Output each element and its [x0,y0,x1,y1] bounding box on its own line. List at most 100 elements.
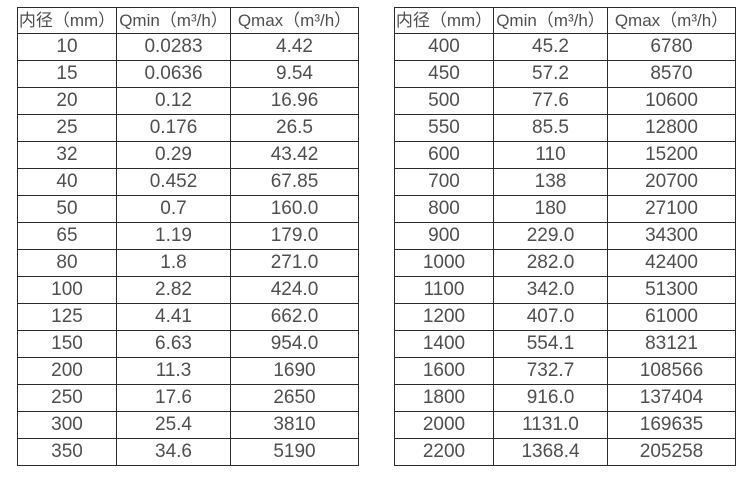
cell-qmax: 34300 [607,222,736,250]
cell-qmin: 342.0 [493,276,608,304]
table-row: 15 0.0636 9.54 [17,60,359,88]
cell-qmax: 424.0 [230,276,359,304]
cell-diameter: 50 [17,195,117,223]
cell-qmin: 45.2 [493,33,608,61]
cell-qmax: 137404 [607,384,736,412]
table-row: 900 229.0 34300 [394,222,736,250]
cell-qmin: 4.41 [116,303,231,331]
cell-diameter: 1100 [394,276,494,304]
cell-qmin: 0.176 [116,114,231,142]
cell-qmin: 554.1 [493,330,608,358]
table-row: 40 0.452 67.85 [17,168,359,196]
cell-qmax: 271.0 [230,249,359,277]
cell-qmin: 11.3 [116,357,231,385]
cell-qmin: 1.8 [116,249,231,277]
cell-diameter: 200 [17,357,117,385]
cell-qmax: 10600 [607,87,736,115]
cell-qmax: 5190 [230,438,359,466]
table-row: 250 17.6 2650 [17,384,359,412]
cell-diameter: 25 [17,114,117,142]
cell-qmax: 12800 [607,114,736,142]
cell-qmax: 205258 [607,438,736,466]
cell-qmax: 160.0 [230,195,359,223]
col-header-qmax: Qmax（m³/h） [607,7,736,34]
cell-qmin: 0.7 [116,195,231,223]
col-header-diameter: 内径（mm） [17,7,117,34]
cell-diameter: 1400 [394,330,494,358]
cell-qmax: 4.42 [230,33,359,61]
cell-diameter: 125 [17,303,117,331]
cell-qmax: 954.0 [230,330,359,358]
cell-diameter: 100 [17,276,117,304]
table-row: 125 4.41 662.0 [17,303,359,331]
cell-qmax: 67.85 [230,168,359,196]
cell-qmax: 2650 [230,384,359,412]
cell-qmax: 179.0 [230,222,359,250]
cell-diameter: 300 [17,411,117,439]
table-header: 内径（mm） Qmin（m³/h） Qmax（m³/h） [394,7,736,34]
table-row: 300 25.4 3810 [17,411,359,439]
col-header-qmax: Qmax（m³/h） [230,7,359,34]
cell-qmin: 229.0 [493,222,608,250]
cell-diameter: 900 [394,222,494,250]
cell-qmin: 85.5 [493,114,608,142]
cell-qmin: 25.4 [116,411,231,439]
table-row: 25 0.176 26.5 [17,114,359,142]
cell-diameter: 350 [17,438,117,466]
cell-qmax: 27100 [607,195,736,223]
header-row: 内径（mm） Qmin（m³/h） Qmax（m³/h） [394,7,736,34]
table-row: 600 110 15200 [394,141,736,169]
cell-qmin: 0.452 [116,168,231,196]
cell-qmax: 169635 [607,411,736,439]
cell-diameter: 32 [17,141,117,169]
cell-diameter: 15 [17,60,117,88]
table-row: 65 1.19 179.0 [17,222,359,250]
table-row: 10 0.0283 4.42 [17,33,359,61]
cell-qmin: 34.6 [116,438,231,466]
cell-diameter: 65 [17,222,117,250]
cell-diameter: 450 [394,60,494,88]
cell-qmax: 6780 [607,33,736,61]
cell-qmax: 9.54 [230,60,359,88]
cell-qmin: 0.12 [116,87,231,115]
cell-diameter: 80 [17,249,117,277]
cell-qmax: 61000 [607,303,736,331]
cell-qmin: 1.19 [116,222,231,250]
cell-diameter: 150 [17,330,117,358]
cell-qmin: 282.0 [493,249,608,277]
cell-qmin: 57.2 [493,60,608,88]
cell-diameter: 2000 [394,411,494,439]
cell-diameter: 1200 [394,303,494,331]
cell-qmin: 732.7 [493,357,608,385]
cell-qmin: 6.63 [116,330,231,358]
cell-qmax: 1690 [230,357,359,385]
table-row: 2000 1131.0 169635 [394,411,736,439]
cell-diameter: 1800 [394,384,494,412]
table-row: 1800 916.0 137404 [394,384,736,412]
cell-diameter: 600 [394,141,494,169]
cell-diameter: 2200 [394,438,494,466]
cell-qmin: 110 [493,141,608,169]
cell-qmin: 407.0 [493,303,608,331]
table-row: 1200 407.0 61000 [394,303,736,331]
table-row: 500 77.6 10600 [394,87,736,115]
col-header-qmin: Qmin（m³/h） [116,7,231,34]
cell-diameter: 700 [394,168,494,196]
flow-table-large-diameters: 内径（mm） Qmin（m³/h） Qmax（m³/h） 400 45.2 6780… [394,7,736,466]
table-row: 800 180 27100 [394,195,736,223]
cell-qmax: 26.5 [230,114,359,142]
col-header-diameter: 内径（mm） [394,7,494,34]
cell-qmin: 1368.4 [493,438,608,466]
table-row: 1600 732.7 108566 [394,357,736,385]
cell-diameter: 1000 [394,249,494,277]
cell-qmax: 51300 [607,276,736,304]
cell-qmin: 138 [493,168,608,196]
table-row: 2200 1368.4 205258 [394,438,736,466]
cell-qmax: 16.96 [230,87,359,115]
table-row: 80 1.8 271.0 [17,249,359,277]
flow-table-small-diameters: 内径（mm） Qmin（m³/h） Qmax（m³/h） 10 0.0283 4.4… [17,7,359,466]
table-row: 400 45.2 6780 [394,33,736,61]
cell-qmax: 15200 [607,141,736,169]
table-row: 700 138 20700 [394,168,736,196]
